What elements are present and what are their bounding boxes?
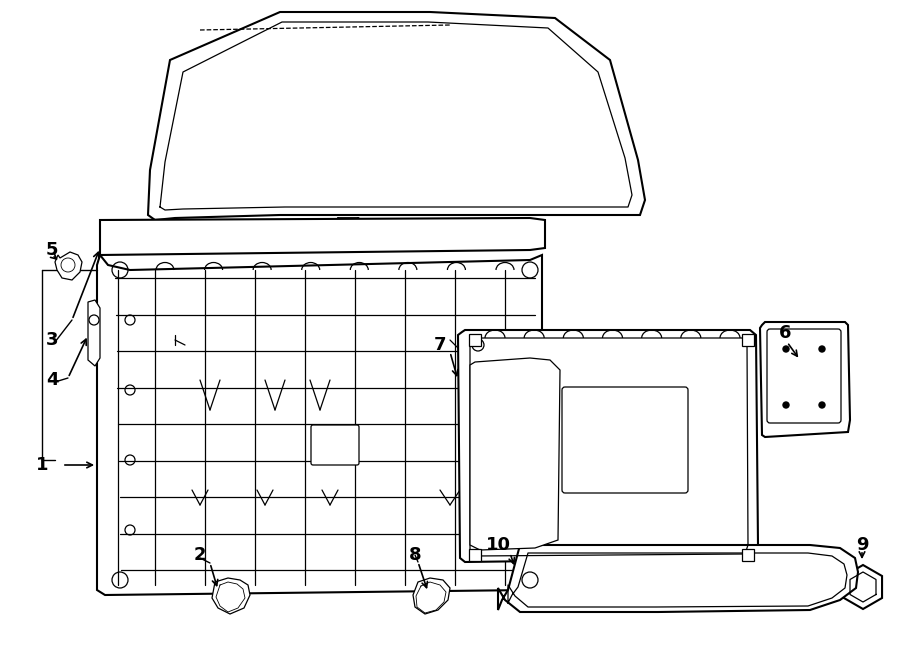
FancyBboxPatch shape bbox=[767, 329, 841, 423]
Circle shape bbox=[819, 402, 825, 408]
Text: 3: 3 bbox=[46, 331, 58, 349]
Polygon shape bbox=[760, 322, 850, 437]
Text: 2: 2 bbox=[194, 546, 206, 564]
Circle shape bbox=[783, 346, 789, 352]
Polygon shape bbox=[413, 578, 450, 614]
Bar bbox=[469, 549, 481, 561]
Circle shape bbox=[819, 346, 825, 352]
FancyBboxPatch shape bbox=[311, 425, 359, 465]
Bar bbox=[469, 334, 481, 346]
Text: 9: 9 bbox=[856, 536, 868, 554]
Text: 5: 5 bbox=[46, 241, 58, 259]
Circle shape bbox=[783, 402, 789, 408]
Bar bbox=[742, 334, 754, 346]
Polygon shape bbox=[212, 578, 250, 614]
Polygon shape bbox=[88, 300, 100, 366]
Polygon shape bbox=[498, 545, 858, 612]
Polygon shape bbox=[458, 330, 758, 562]
Text: 4: 4 bbox=[46, 371, 58, 389]
Polygon shape bbox=[55, 252, 82, 280]
Text: 8: 8 bbox=[409, 546, 421, 564]
Polygon shape bbox=[844, 565, 882, 609]
Text: 6: 6 bbox=[778, 324, 791, 342]
Polygon shape bbox=[97, 255, 542, 595]
Text: 1: 1 bbox=[36, 456, 49, 474]
Polygon shape bbox=[100, 218, 545, 255]
Text: 7: 7 bbox=[434, 336, 446, 354]
Polygon shape bbox=[148, 12, 645, 220]
Polygon shape bbox=[470, 358, 560, 550]
FancyBboxPatch shape bbox=[562, 387, 688, 493]
Bar bbox=[742, 549, 754, 561]
Text: 10: 10 bbox=[485, 536, 510, 554]
